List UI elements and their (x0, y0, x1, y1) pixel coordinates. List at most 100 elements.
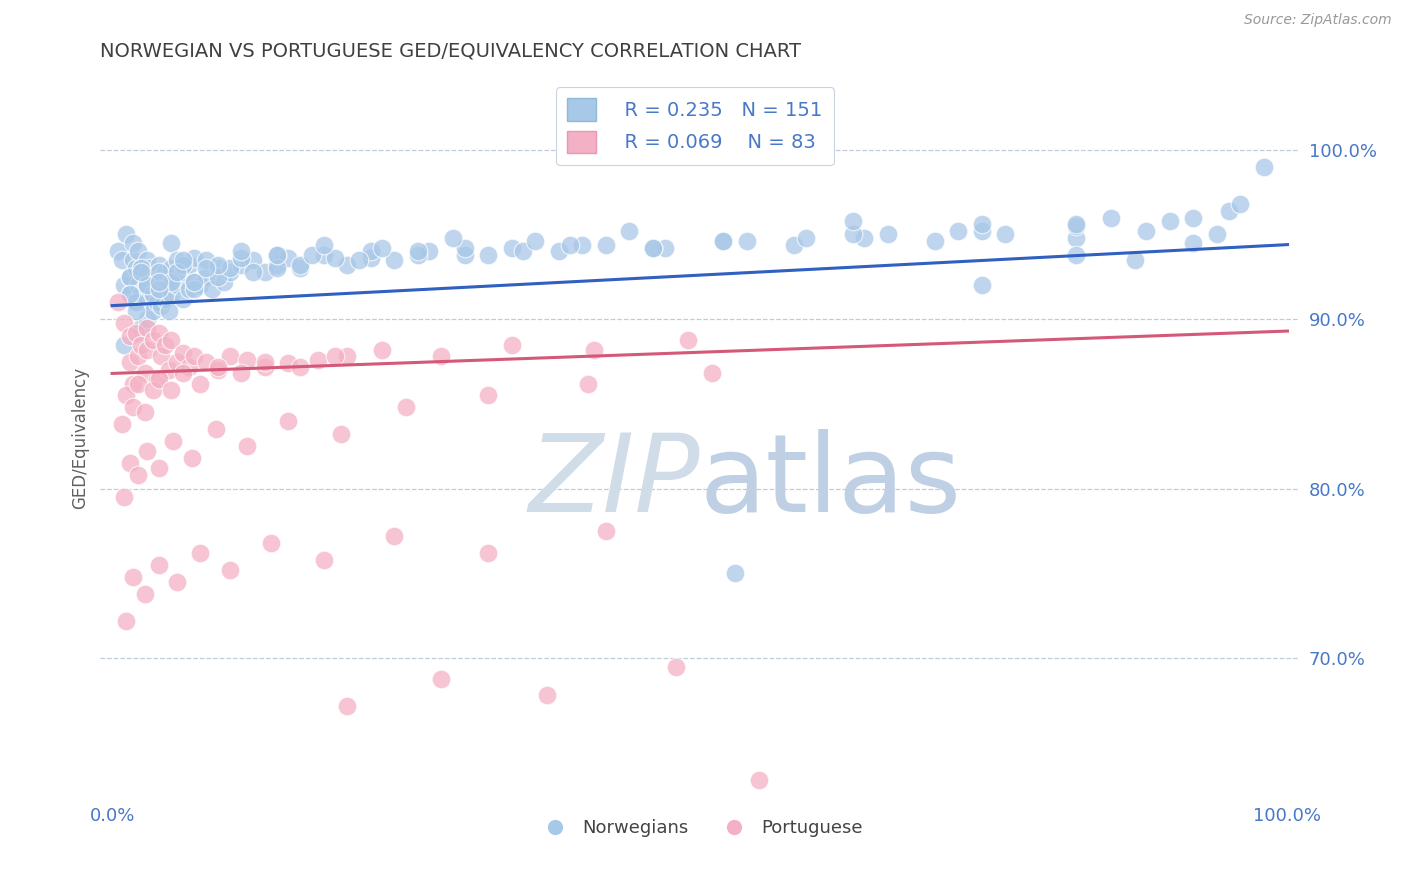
Point (201, 282, 224, 296)
Point (124, 261, 146, 276)
Point (336, 258, 359, 272)
Point (160, 235, 183, 250)
Point (150, 269, 173, 284)
Point (115, 614, 138, 628)
Point (207, 258, 229, 272)
Point (145, 295, 167, 310)
Point (148, 326, 170, 340)
Point (188, 376, 211, 391)
Point (134, 295, 156, 310)
Point (477, 248, 499, 262)
Point (183, 350, 205, 364)
Point (136, 343, 159, 357)
Point (207, 269, 229, 284)
Point (195, 261, 218, 276)
Point (177, 359, 200, 374)
Point (172, 258, 194, 272)
Point (418, 244, 440, 259)
Point (841, 214, 863, 228)
Point (207, 363, 229, 377)
Point (150, 350, 173, 364)
Point (501, 241, 523, 255)
Point (218, 563, 240, 577)
Point (107, 295, 129, 310)
Point (118, 269, 141, 284)
Point (172, 346, 194, 360)
Point (724, 566, 747, 581)
Text: atlas: atlas (700, 428, 962, 534)
Point (212, 275, 235, 289)
Point (307, 352, 329, 367)
Point (160, 275, 183, 289)
Point (177, 258, 200, 272)
Point (153, 337, 176, 351)
Point (142, 333, 165, 347)
Point (330, 427, 353, 442)
Point (735, 234, 758, 248)
Point (253, 359, 276, 374)
Point (195, 354, 218, 368)
Point (131, 286, 153, 301)
Text: ZIP: ZIP (529, 429, 700, 534)
Point (183, 275, 205, 289)
Text: NORWEGIAN VS PORTUGUESE GED/EQUIVALENCY CORRELATION CHART: NORWEGIAN VS PORTUGUESE GED/EQUIVALENCY … (100, 42, 801, 61)
Point (288, 258, 311, 272)
Point (122, 570, 145, 584)
Point (301, 248, 323, 262)
Point (236, 439, 259, 453)
Point (560, 237, 582, 252)
Point (288, 359, 311, 374)
Point (131, 320, 153, 334)
Point (138, 286, 160, 301)
Point (127, 278, 149, 293)
Point (1253, 160, 1275, 174)
Point (136, 278, 159, 293)
Point (127, 244, 149, 259)
Point (136, 252, 159, 267)
Point (110, 417, 132, 432)
Point (150, 299, 173, 313)
Point (160, 384, 183, 398)
Point (131, 261, 153, 276)
Point (231, 251, 253, 265)
Point (148, 461, 170, 475)
Point (395, 401, 418, 415)
Point (148, 275, 170, 289)
Point (312, 248, 335, 262)
Point (382, 529, 405, 543)
Point (115, 388, 138, 402)
Point (876, 227, 898, 242)
Point (325, 251, 347, 265)
Point (454, 241, 477, 255)
Point (172, 367, 194, 381)
Text: Source: ZipAtlas.com: Source: ZipAtlas.com (1244, 13, 1392, 28)
Point (148, 282, 170, 296)
Point (183, 251, 205, 265)
Point (118, 354, 141, 368)
Point (242, 252, 264, 267)
Point (218, 261, 240, 276)
Point (1099, 211, 1122, 225)
Point (136, 312, 159, 326)
Point (266, 258, 288, 272)
Point (336, 698, 359, 713)
Point (134, 587, 156, 601)
Point (700, 367, 723, 381)
Point (524, 234, 547, 248)
Point (142, 286, 165, 301)
Point (177, 282, 200, 296)
Point (441, 231, 464, 245)
Point (277, 414, 299, 428)
Y-axis label: GED/Equivalency: GED/Equivalency (72, 367, 89, 509)
Legend: Norwegians, Portuguese: Norwegians, Portuguese (530, 812, 869, 844)
Point (148, 282, 170, 296)
Point (142, 269, 165, 284)
Point (1135, 224, 1157, 238)
Point (619, 224, 641, 238)
Point (641, 241, 664, 255)
Point (312, 237, 335, 252)
Point (582, 343, 605, 357)
Point (131, 337, 153, 351)
Point (595, 237, 617, 252)
Point (188, 278, 211, 293)
